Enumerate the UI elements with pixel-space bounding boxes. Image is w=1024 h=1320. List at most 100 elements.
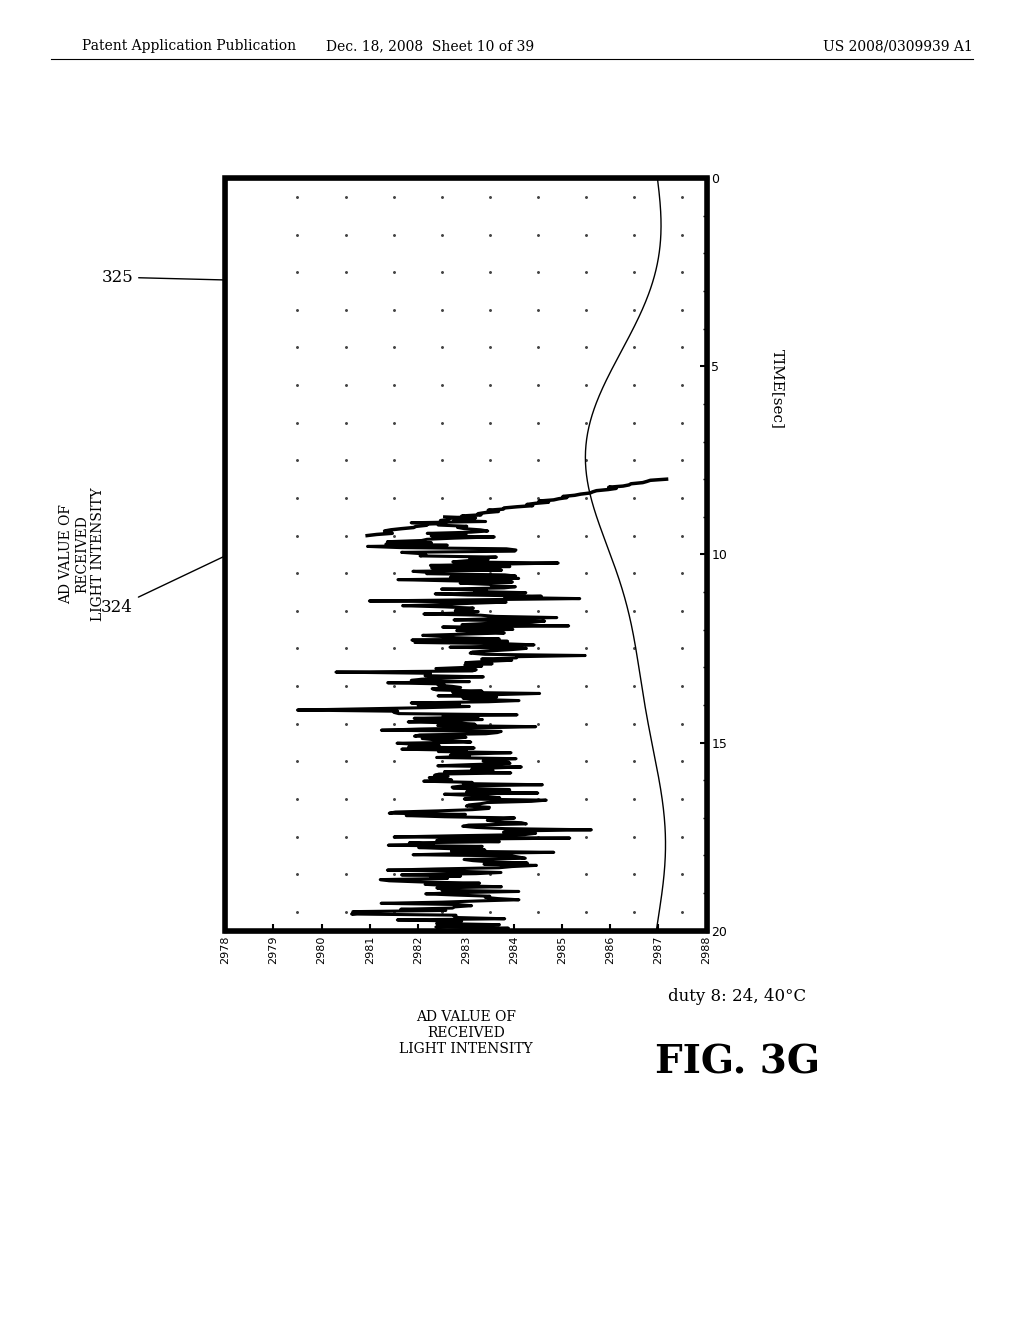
Point [529,337,546,358]
Point [481,300,498,321]
Point [481,186,498,207]
Point [578,450,594,471]
Point [289,826,305,847]
Text: Dec. 18, 2008  Sheet 10 of 39: Dec. 18, 2008 Sheet 10 of 39 [326,40,535,53]
Point [529,186,546,207]
Point [481,487,498,508]
Point [337,788,353,809]
Point [289,337,305,358]
Point [626,713,642,734]
Point [529,826,546,847]
Point [337,261,353,282]
Point [433,375,450,396]
Point [578,412,594,433]
Point [386,601,402,622]
Point [578,562,594,583]
Point [674,186,690,207]
Point [626,487,642,508]
Point [529,788,546,809]
Point [386,826,402,847]
Point [578,713,594,734]
Point [674,826,690,847]
Bar [225,178,707,931]
Point [386,412,402,433]
Point [674,337,690,358]
Text: TIME[sec]: TIME[sec] [771,348,785,429]
Point [289,525,305,546]
Point [529,450,546,471]
Point [433,525,450,546]
Point [481,713,498,734]
Point [386,261,402,282]
Point [529,412,546,433]
Point [481,751,498,772]
Point [289,300,305,321]
Text: duty 8: 24, 40°C: duty 8: 24, 40°C [669,989,806,1005]
Point [626,562,642,583]
Point [337,186,353,207]
Point [626,450,642,471]
Point [386,300,402,321]
Point [289,450,305,471]
Point [289,224,305,246]
Point [337,863,353,884]
Point [578,638,594,659]
Point [433,713,450,734]
Point [626,902,642,923]
Point [337,300,353,321]
Point [481,562,498,583]
Point [481,638,498,659]
Point [433,224,450,246]
Point [386,863,402,884]
Point [529,562,546,583]
Point [529,300,546,321]
Point [289,751,305,772]
Point [578,863,594,884]
Point [578,902,594,923]
Text: 324: 324 [101,442,464,615]
Point [529,224,546,246]
Point [529,601,546,622]
Point [578,751,594,772]
Point [674,863,690,884]
Point [626,863,642,884]
Point [337,638,353,659]
Point [481,261,498,282]
Point [626,788,642,809]
Point [578,300,594,321]
Point [433,337,450,358]
Point [626,224,642,246]
Point [337,676,353,697]
Point [481,863,498,884]
Point [386,676,402,697]
Point [578,601,594,622]
Point [578,337,594,358]
Point [481,788,498,809]
Point [386,337,402,358]
Point [386,487,402,508]
Point [674,375,690,396]
Point [578,826,594,847]
Point [481,224,498,246]
Point [386,751,402,772]
Point [337,562,353,583]
Point [529,863,546,884]
Point [337,337,353,358]
Point [626,375,642,396]
Point [433,562,450,583]
Point [433,902,450,923]
Point [337,751,353,772]
Point [529,751,546,772]
Text: FIG. 3G: FIG. 3G [654,1044,820,1081]
Point [529,261,546,282]
Point [674,487,690,508]
Point [337,224,353,246]
Point [289,261,305,282]
Point [674,412,690,433]
Point [674,713,690,734]
Point [289,412,305,433]
Point [289,638,305,659]
Point [433,751,450,772]
Point [481,676,498,697]
Point [433,261,450,282]
